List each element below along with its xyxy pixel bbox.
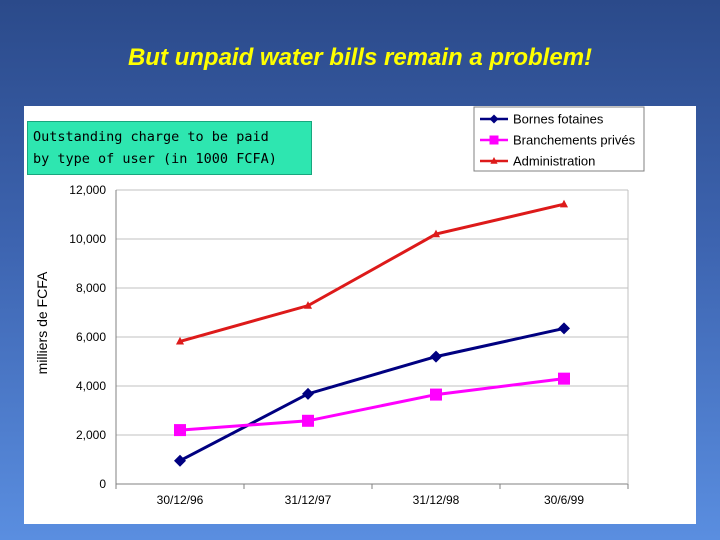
series-diamond: [174, 322, 570, 467]
series-line: [179, 377, 565, 432]
data-point: [174, 424, 186, 437]
y-tick-label: 6,000: [76, 330, 106, 344]
x-tick-label: 30/6/99: [544, 493, 584, 507]
data-point: [489, 135, 499, 145]
slide-title: But unpaid water bills remain a problem!: [127, 44, 593, 71]
data-point: [558, 322, 570, 335]
data-point: [430, 388, 442, 401]
caption-line-1: Outstanding charge to be paid: [33, 129, 269, 145]
legend-label: Branchements privés: [513, 133, 636, 148]
data-point: [489, 114, 499, 124]
legend: Bornes fotaines Branchements privés Admini…: [473, 106, 645, 172]
y-tick-label: 12,000: [69, 183, 106, 197]
x-tick-label: 30/12/96: [157, 493, 204, 507]
data-point: [490, 157, 498, 164]
x-tick-label: 31/12/98: [413, 493, 460, 507]
grid-layer: [116, 189, 628, 436]
data-point: [303, 301, 313, 309]
series-square: [174, 372, 570, 437]
y-axis-label: milliers de FCFA: [34, 271, 50, 374]
data-point: [302, 387, 314, 400]
legend-entry: Administration: [480, 154, 595, 169]
data-point: [559, 199, 569, 208]
legend-entry: Branchements privés: [480, 133, 636, 148]
legend-label: Bornes fotaines: [513, 112, 604, 127]
caption-line-2: by type of user (in 1000 FCFA): [33, 151, 277, 167]
series-line: [179, 202, 565, 343]
x-tick-label: 31/12/97: [285, 493, 332, 507]
series-layer: [174, 199, 570, 467]
chart-panel: [24, 106, 696, 524]
axis-layer: 0 2,000 4,000 6,000 8,000 10,000 12,000 30/12/9…: [69, 183, 629, 507]
y-tick-label: 2,000: [76, 428, 106, 442]
data-point: [431, 229, 441, 238]
y-tick-label: 8,000: [76, 281, 106, 295]
data-point: [430, 350, 442, 363]
series-triangle: [175, 199, 569, 345]
data-point: [174, 454, 186, 467]
legend-entry: Bornes fotaines: [480, 112, 604, 127]
data-point: [302, 414, 314, 427]
series-line: [179, 326, 565, 463]
data-point: [558, 372, 570, 385]
y-tick-label: 10,000: [69, 232, 106, 246]
chart-caption: Outstanding charge to be paid by type of…: [27, 121, 312, 175]
y-tick-label: 0: [99, 477, 106, 491]
legend-label: Administration: [513, 154, 595, 169]
data-point: [175, 336, 185, 345]
y-tick-label: 4,000: [76, 379, 106, 393]
